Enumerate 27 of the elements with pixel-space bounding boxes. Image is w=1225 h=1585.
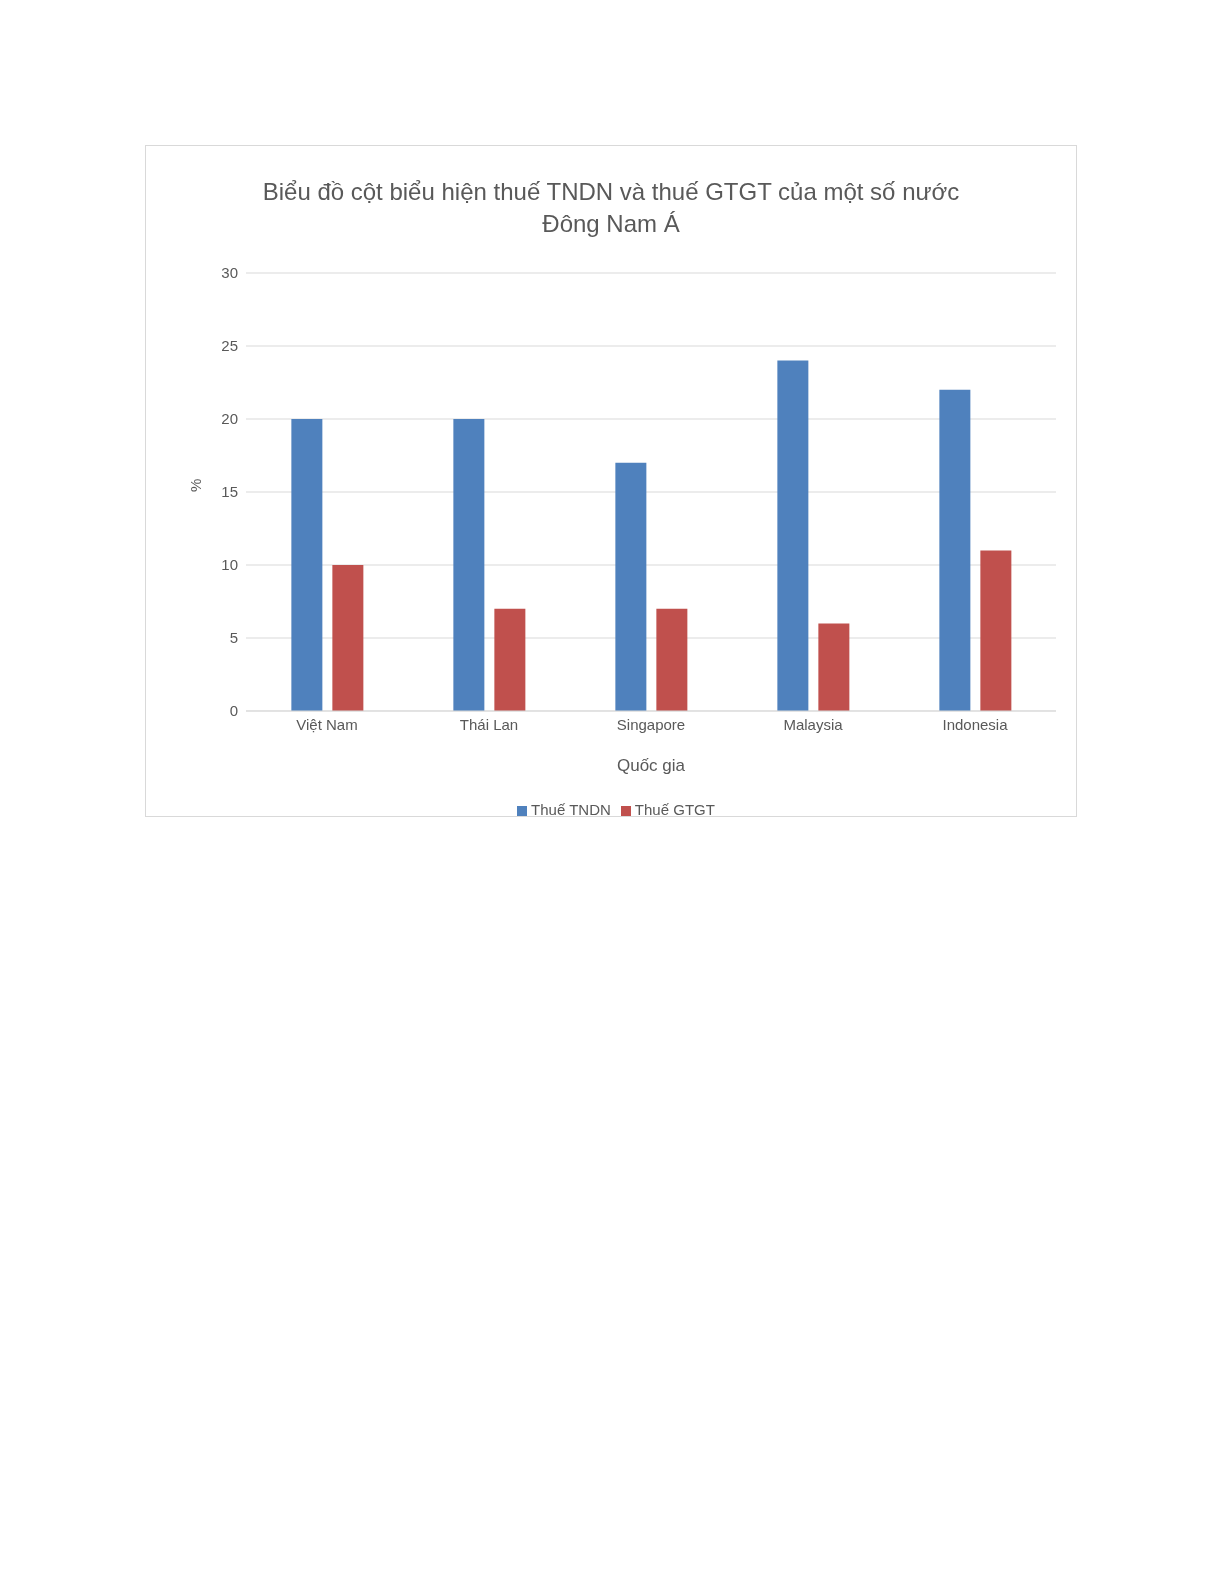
x-tick-label: Malaysia — [783, 715, 844, 733]
bar — [656, 608, 688, 711]
bar — [453, 419, 485, 711]
bar — [777, 360, 809, 711]
y-tick-label: 0 — [229, 702, 238, 720]
legend-label: Thuế GTGT — [634, 801, 715, 818]
bar — [332, 565, 364, 711]
bar — [980, 550, 1012, 711]
y-tick-label: 20 — [221, 410, 238, 428]
y-tick-label: 5 — [229, 629, 238, 647]
bar — [818, 623, 850, 711]
x-axis-title: Quốc gia — [616, 756, 686, 775]
y-tick-label: 10 — [221, 556, 238, 574]
x-tick-label: Thái Lan — [459, 715, 519, 733]
x-tick-label: Indonesia — [942, 715, 1009, 733]
bar — [494, 608, 526, 711]
y-tick-label: 15 — [221, 483, 238, 501]
chart-title: Biểu đồ cột biểu hiện thuế TNDN và thuế GTGT của một số nước Đông Nam Á — [261, 177, 961, 239]
legend-label: Thuế TNDN — [531, 801, 611, 818]
bar — [291, 419, 323, 711]
bar — [615, 462, 647, 711]
bar — [939, 389, 971, 711]
x-tick-label: Việt Nam — [296, 715, 358, 733]
x-tick-label: Singapore — [616, 715, 686, 733]
y-tick-label: 30 — [221, 264, 238, 282]
y-axis-title: % — [187, 478, 205, 492]
y-tick-label: 25 — [221, 337, 238, 355]
